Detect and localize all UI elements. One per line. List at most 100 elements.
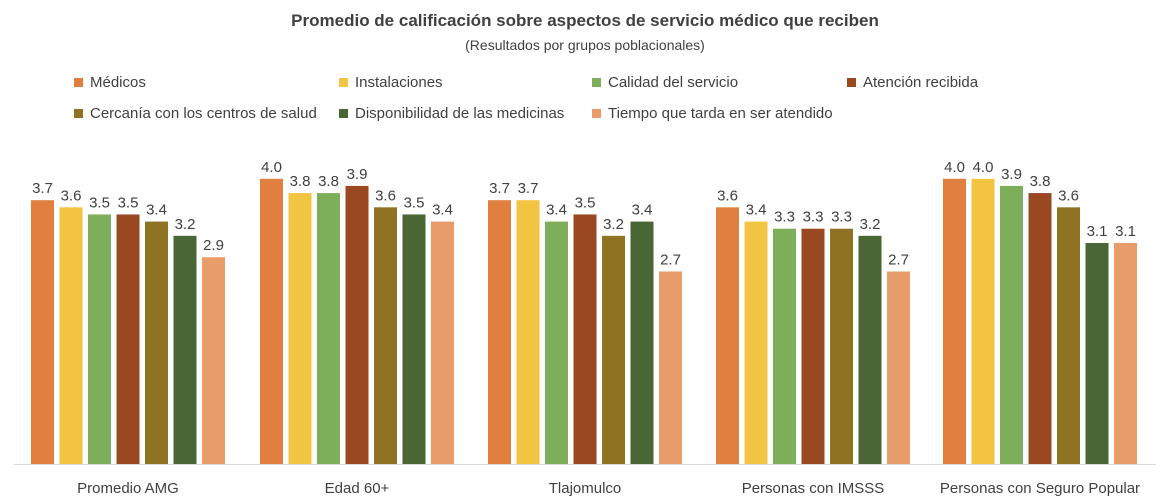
bar <box>116 214 140 464</box>
data-label: 4.0 <box>944 159 965 176</box>
legend-label: Atención recibida <box>863 74 979 91</box>
bar <box>830 228 853 464</box>
legend-swatch <box>74 78 83 87</box>
bar <box>659 271 682 464</box>
legend-swatch <box>592 109 601 118</box>
bar <box>88 214 111 464</box>
bar <box>173 235 197 464</box>
data-label: 3.1 <box>1087 223 1108 240</box>
bar <box>1028 193 1052 464</box>
data-label: 4.0 <box>973 159 994 176</box>
legend-item: Cercanía con los centros de salud <box>74 105 317 122</box>
legend-label: Disponibilidad de las medicinas <box>355 105 565 122</box>
data-label: 3.2 <box>175 216 196 233</box>
data-label: 3.5 <box>575 194 596 211</box>
legend-swatch <box>339 78 348 87</box>
data-label: 4.0 <box>261 159 282 176</box>
bar <box>288 193 312 464</box>
bar <box>1114 242 1137 464</box>
bar <box>773 228 796 464</box>
data-label: 2.9 <box>203 237 224 254</box>
data-label: 3.6 <box>61 187 82 204</box>
legend-swatch <box>847 78 856 87</box>
bar <box>488 200 511 464</box>
legend-swatch <box>74 109 83 118</box>
bar <box>716 207 739 464</box>
category-label: Edad 60+ <box>325 480 390 497</box>
legend-item: Disponibilidad de las medicinas <box>339 105 564 122</box>
legend-swatch <box>592 78 601 87</box>
bar <box>858 235 882 464</box>
data-label: 3.8 <box>1030 173 1051 190</box>
bar <box>317 193 340 464</box>
bar <box>1000 185 1023 464</box>
data-label: 3.7 <box>32 180 53 197</box>
data-label: 3.8 <box>318 173 339 190</box>
legend-item: Tiempo que tarda en ser atendido <box>592 105 833 122</box>
legend-label: Cercanía con los centros de salud <box>90 105 317 122</box>
bar <box>345 185 369 464</box>
bar <box>431 221 454 464</box>
data-label: 3.3 <box>774 209 795 226</box>
bar <box>887 271 910 464</box>
bar <box>31 200 54 464</box>
data-label: 3.8 <box>290 173 311 190</box>
data-label: 2.7 <box>888 251 909 268</box>
bar <box>573 214 597 464</box>
data-label: 3.7 <box>489 180 510 197</box>
legend-item: Atención recibida <box>847 74 978 91</box>
bar <box>202 257 225 464</box>
legend-swatch <box>339 109 348 118</box>
bar <box>630 221 654 464</box>
data-label: 3.6 <box>1058 187 1079 204</box>
legend-item: Calidad del servicio <box>592 74 738 91</box>
bar <box>402 214 426 464</box>
data-label: 3.4 <box>746 202 767 219</box>
data-label: 3.2 <box>603 216 624 233</box>
bar <box>801 228 825 464</box>
bar <box>260 178 283 465</box>
data-label: 2.7 <box>660 251 681 268</box>
legend-label: Médicos <box>90 74 146 91</box>
legend-label: Calidad del servicio <box>608 74 739 91</box>
data-label: 3.2 <box>860 216 881 233</box>
chart-title: Promedio de calificación sobre aspectos … <box>291 11 879 30</box>
category-label: Promedio AMG <box>77 480 179 497</box>
data-label: 3.5 <box>118 194 139 211</box>
bar <box>1085 242 1109 464</box>
bar <box>545 221 568 464</box>
legend-item: Médicos <box>74 74 146 91</box>
data-label: 3.4 <box>632 202 653 219</box>
data-label: 3.4 <box>432 202 453 219</box>
legend-label: Instalaciones <box>355 74 443 91</box>
data-label: 3.5 <box>89 194 110 211</box>
data-label: 3.6 <box>717 187 738 204</box>
data-label: 3.6 <box>375 187 396 204</box>
category-label: Tlajomulco <box>549 480 622 497</box>
legend: Médicos Instalaciones Calidad del servicio… <box>0 0 1170 130</box>
bar <box>516 200 540 464</box>
bar <box>1057 207 1080 464</box>
data-label: 3.5 <box>404 194 425 211</box>
data-label: 3.4 <box>546 202 567 219</box>
data-label: 3.7 <box>518 180 539 197</box>
data-label: 3.1 <box>1115 223 1136 240</box>
data-label: 3.9 <box>347 166 368 183</box>
bar <box>59 207 83 464</box>
chart-subtitle: (Resultados por grupos poblacionales) <box>465 37 705 53</box>
bar <box>374 207 397 464</box>
data-label: 3.3 <box>803 209 824 226</box>
bar <box>744 221 768 464</box>
data-label: 3.3 <box>831 209 852 226</box>
bar <box>971 178 995 465</box>
bar <box>943 178 966 465</box>
bar <box>602 235 625 464</box>
bar <box>145 221 168 464</box>
legend-item: Instalaciones <box>339 74 443 91</box>
data-label: 3.9 <box>1001 166 1022 183</box>
legend-label: Tiempo que tarda en ser atendido <box>608 105 833 122</box>
category-label: Personas con IMSSS <box>742 480 885 497</box>
data-label: 3.4 <box>146 202 167 219</box>
